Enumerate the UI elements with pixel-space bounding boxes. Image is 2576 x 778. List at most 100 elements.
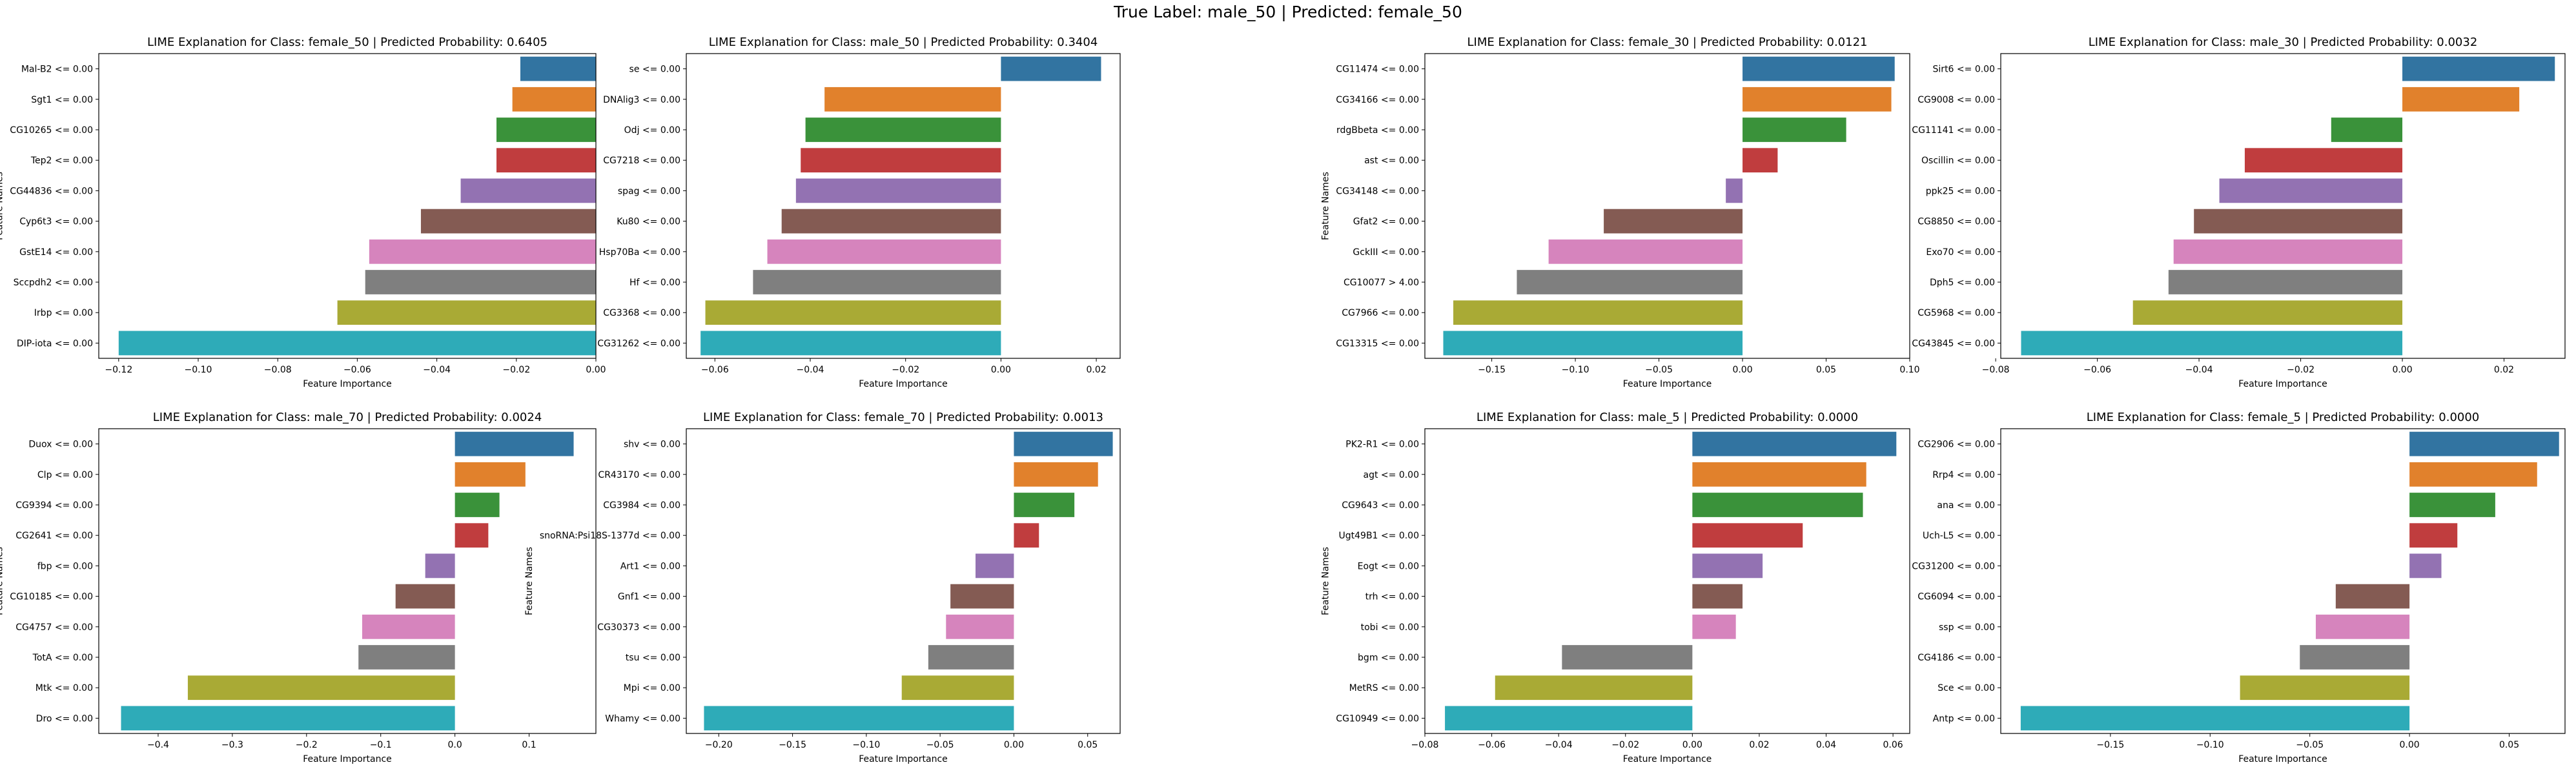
x-tick-label: 0.0 [448,740,462,750]
bar-0 [1001,56,1101,81]
subplot-7: LIME Explanation for Class: female_5 | P… [1912,411,2566,764]
subplot-2: LIME Explanation for Class: female_30 | … [1320,36,1919,389]
bar-3 [1692,523,1803,548]
subplot-title: LIME Explanation for Class: female_70 | … [703,411,1103,424]
y-tick-label: Ku80 <= 0.00 [617,217,680,227]
subplot-title: LIME Explanation for Class: female_5 | P… [2087,411,2480,424]
bar-4 [795,178,1001,203]
bar-2 [1692,493,1863,517]
bar-4 [976,553,1014,578]
y-tick-label: Mtk <= 0.00 [36,683,93,693]
y-tick-label: snoRNA:Psi18S-1377d <= 0.00 [540,531,680,541]
y-tick-label: CG44836 <= 0.00 [10,186,93,196]
y-tick-label: bgm <= 0.00 [1358,653,1419,663]
bar-3 [2244,148,2403,173]
y-tick-label: TotA <= 0.00 [32,653,93,663]
y-tick-label: CG6094 <= 0.00 [1917,592,1995,602]
subplot-title: LIME Explanation for Class: female_30 | … [1467,36,1868,49]
bar-1 [455,462,526,487]
y-tick-label: CG5968 <= 0.00 [1917,308,1995,318]
bar-5 [2335,584,2410,609]
y-tick-label: CG10185 <= 0.00 [10,592,93,602]
bar-4 [425,553,455,578]
bar-7 [365,270,596,294]
y-tick-label: CR43170 <= 0.00 [598,470,680,480]
y-tick-label: Gfat2 <= 0.00 [1353,217,1419,227]
bar-2 [455,493,500,517]
bar-7 [358,645,455,670]
subplot-5: LIME Explanation for Class: female_70 | … [524,411,1121,764]
y-tick-label: Irbp <= 0.00 [34,308,93,318]
x-tick-label: −0.15 [779,740,806,750]
bar-9 [2020,706,2410,731]
y-tick-label: Duox <= 0.00 [28,440,93,450]
x-axis-label: Feature Importance [859,379,948,389]
y-tick-label: Odj <= 0.00 [624,125,680,136]
y-axis-label: Feature Names [1320,172,1331,240]
y-tick-label: CG2641 <= 0.00 [15,531,93,541]
bar-8 [1453,300,1743,325]
y-tick-label: Art1 <= 0.00 [620,561,680,571]
y-tick-label: tsu <= 0.00 [626,653,680,663]
x-tick-label: −0.02 [502,365,530,375]
y-tick-label: Rrp4 <= 0.00 [1932,470,1995,480]
bar-3 [801,148,1001,173]
x-tick-label: 0.02 [1086,365,1106,375]
x-tick-label: 0.05 [1816,365,1836,375]
y-tick-label: Gnf1 <= 0.00 [618,592,680,602]
bar-0 [520,56,596,81]
bar-1 [1692,462,1866,487]
x-tick-label: 0.02 [1749,740,1769,750]
y-axis-label: Feature Names [1320,547,1331,615]
y-tick-label: Dro <= 0.00 [36,713,93,724]
bar-6 [2315,614,2410,639]
x-tick-label: −0.06 [1478,740,1506,750]
bar-1 [2409,462,2537,487]
x-tick-label: −0.02 [892,365,919,375]
axes-frame [98,53,597,359]
y-tick-label: Uch-L5 <= 0.00 [1923,531,1995,541]
bar-3 [1743,148,1778,173]
x-tick-label: −0.06 [343,365,371,375]
y-tick-label: CG43845 <= 0.00 [1912,338,1995,349]
bar-1 [2402,87,2520,112]
subplot-title: LIME Explanation for Class: male_5 | Pre… [1477,411,1858,424]
x-axis-label: Feature Importance [303,754,392,764]
y-tick-label: CG11141 <= 0.00 [1912,125,1995,136]
x-tick-label: −0.1 [370,740,392,750]
subplot-title: LIME Explanation for Class: male_30 | Pr… [2089,36,2478,49]
y-tick-label: CG4186 <= 0.00 [1917,653,1995,663]
bar-5 [1692,584,1743,609]
x-tick-label: −0.04 [797,365,824,375]
axes-frame [2000,428,2566,734]
subplot-1: LIME Explanation for Class: male_50 | Pr… [597,36,1121,389]
figure-suptitle: True Label: male_50 | Predicted: female_… [1114,3,1462,21]
bar-9 [1445,706,1693,731]
axes-frame [686,53,1121,359]
bar-0 [2402,56,2555,81]
y-tick-label: CG34166 <= 0.00 [1336,95,1419,105]
y-tick-label: Oscillin <= 0.00 [1921,156,1995,166]
y-tick-label: fbp <= 0.00 [37,561,93,571]
bar-6 [946,614,1014,639]
y-tick-label: Dph5 <= 0.00 [1930,278,1995,288]
bar-2 [2409,493,2495,517]
x-tick-label: 0.00 [586,365,606,375]
bar-3 [2409,523,2458,548]
bar-4 [2219,178,2403,203]
y-tick-label: Mpi <= 0.00 [624,683,680,693]
bar-6 [1548,239,1743,264]
y-tick-label: CG30373 <= 0.00 [597,622,680,633]
bar-1 [512,87,596,112]
subplot-4: LIME Explanation for Class: male_70 | Pr… [0,411,597,764]
bar-7 [753,270,1001,294]
x-tick-label: −0.05 [1645,365,1673,375]
x-tick-label: −0.06 [2083,365,2111,375]
x-tick-label: −0.04 [423,365,451,375]
y-tick-label: Sce <= 0.00 [1937,683,1995,693]
bar-2 [496,118,596,142]
axes-frame [686,428,1121,734]
x-tick-label: −0.10 [1562,365,1590,375]
y-tick-label: CG4757 <= 0.00 [15,622,93,633]
